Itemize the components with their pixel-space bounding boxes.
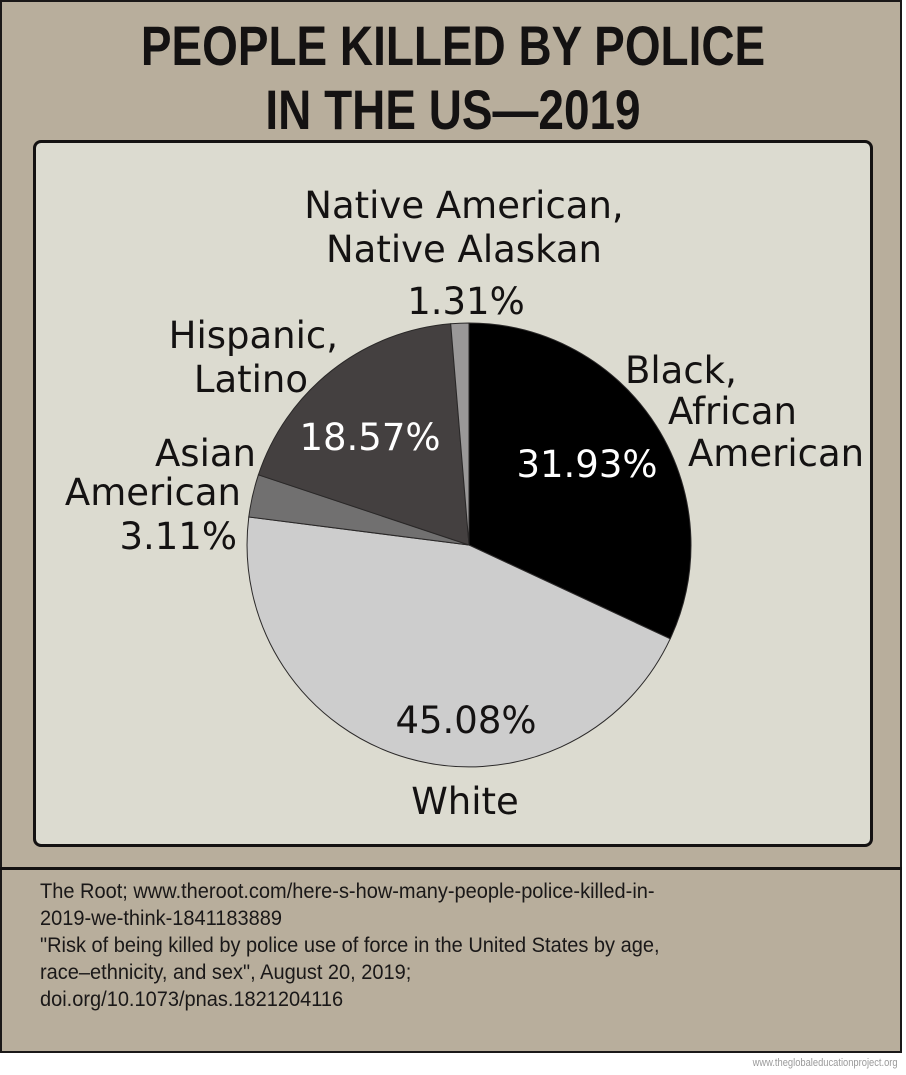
label-black-pct: 31.93% bbox=[516, 443, 657, 486]
title-line-2: IN THE US—2019 bbox=[265, 78, 641, 141]
source-line: race–ethnicity, and sex", August 20, 201… bbox=[40, 960, 412, 984]
slice-hispanic-latino bbox=[257, 323, 470, 546]
label-black-line3: American bbox=[688, 432, 864, 475]
watermark: www.theglobaleducationproject.org bbox=[752, 1057, 898, 1069]
source-line: doi.org/10.1073/pnas.1821204116 bbox=[40, 987, 344, 1011]
title-line-1: PEOPLE KILLED BY POLICE bbox=[140, 14, 766, 77]
chart-title: PEOPLE KILLED BY POLICE IN THE US—2019 bbox=[83, 14, 823, 142]
label-native-line1: Native American, bbox=[304, 184, 623, 227]
slice-native-american bbox=[450, 322, 470, 546]
slice-black-african-american bbox=[468, 322, 692, 640]
label-native-pct: 1.31% bbox=[407, 280, 525, 323]
label-asian-line1: Asian bbox=[155, 432, 256, 475]
label-hispanic-line2: Latino bbox=[194, 358, 308, 401]
slice-white bbox=[246, 516, 671, 768]
label-asian-pct: 3.11% bbox=[119, 515, 237, 558]
label-black-line1: Black, bbox=[625, 349, 737, 392]
label-white-pct: 45.08% bbox=[395, 699, 536, 742]
label-hispanic-pct: 18.57% bbox=[299, 416, 440, 459]
label-asian-line2: American bbox=[65, 471, 241, 514]
label-black-line2: African bbox=[668, 390, 797, 433]
sources-divider bbox=[0, 867, 902, 870]
label-hispanic-line1: Hispanic, bbox=[169, 314, 338, 357]
source-line: The Root; www.theroot.com/here-s-how-man… bbox=[40, 879, 655, 903]
label-native-line2: Native Alaskan bbox=[326, 228, 602, 271]
label-white-name: White bbox=[411, 780, 519, 823]
sources-block: The Root; www.theroot.com/here-s-how-man… bbox=[40, 878, 821, 1013]
source-line: 2019-we-think-1841183889 bbox=[40, 906, 282, 930]
pie-chart: Native American, Native Alaskan 1.31% Hi… bbox=[65, 184, 864, 823]
source-line: "Risk of being killed by police use of f… bbox=[40, 933, 660, 957]
